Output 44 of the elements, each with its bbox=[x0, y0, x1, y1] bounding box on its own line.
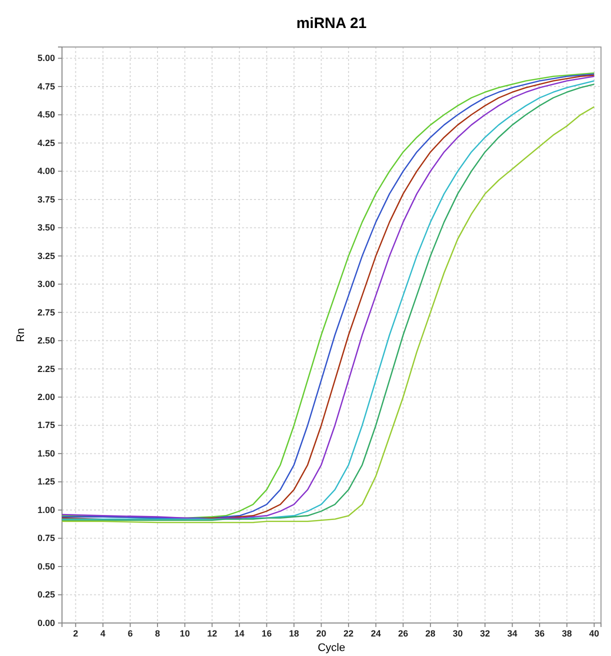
y-tick-label: 2.25 bbox=[37, 364, 55, 374]
x-tick-label: 20 bbox=[316, 628, 326, 638]
x-axis-title: Cycle bbox=[318, 642, 346, 654]
y-tick-label: 3.00 bbox=[37, 279, 55, 290]
y-tick-label: 1.50 bbox=[37, 448, 55, 458]
y-tick-label: 3.50 bbox=[37, 222, 55, 233]
y-tick-label: 1.25 bbox=[37, 476, 55, 487]
y-tick-label: 1.00 bbox=[37, 504, 55, 515]
x-tick-label: 4 bbox=[100, 628, 106, 638]
x-tick-label: 28 bbox=[425, 628, 436, 638]
x-tick-label: 12 bbox=[207, 628, 218, 638]
x-tick-label: 30 bbox=[452, 628, 463, 638]
y-tick-label: 2.00 bbox=[37, 392, 55, 402]
y-tick-label: 0.25 bbox=[37, 590, 55, 600]
y-tick-label: 4.50 bbox=[37, 110, 55, 120]
x-tick-label: 8 bbox=[155, 628, 160, 638]
y-tick-label: 4.75 bbox=[37, 81, 55, 92]
y-tick-label: 3.25 bbox=[37, 250, 55, 261]
x-tick-label: 2 bbox=[73, 628, 78, 638]
x-tick-label: 36 bbox=[534, 628, 545, 638]
y-tick-label: 2.75 bbox=[37, 307, 55, 318]
y-axis-title: Rn bbox=[15, 328, 27, 342]
y-tick-label: 1.75 bbox=[37, 420, 55, 430]
x-tick-label: 6 bbox=[128, 628, 133, 638]
y-tick-label: 2.50 bbox=[37, 336, 55, 346]
x-tick-label: 40 bbox=[589, 628, 600, 638]
x-tick-label: 10 bbox=[180, 628, 190, 638]
x-tick-label: 26 bbox=[398, 628, 408, 638]
y-tick-label: 0.00 bbox=[37, 618, 55, 628]
x-tick-label: 32 bbox=[480, 628, 490, 638]
y-tick-label: 0.50 bbox=[37, 561, 55, 572]
y-tick-label: 5.00 bbox=[37, 53, 55, 64]
y-tick-label: 3.75 bbox=[37, 194, 55, 204]
x-tick-label: 16 bbox=[262, 628, 272, 638]
x-tick-label: 24 bbox=[370, 628, 381, 638]
x-tick-label: 34 bbox=[507, 628, 518, 638]
x-tick-label: 22 bbox=[344, 628, 354, 638]
y-tick-label: 4.25 bbox=[37, 138, 55, 148]
x-tick-label: 14 bbox=[234, 628, 244, 638]
x-tick-label: 18 bbox=[288, 628, 299, 638]
x-tick-label: 38 bbox=[562, 628, 572, 638]
chart-title: miRNA 21 bbox=[296, 15, 367, 32]
y-tick-label: 0.75 bbox=[37, 533, 55, 544]
y-tick-label: 4.00 bbox=[37, 166, 55, 176]
